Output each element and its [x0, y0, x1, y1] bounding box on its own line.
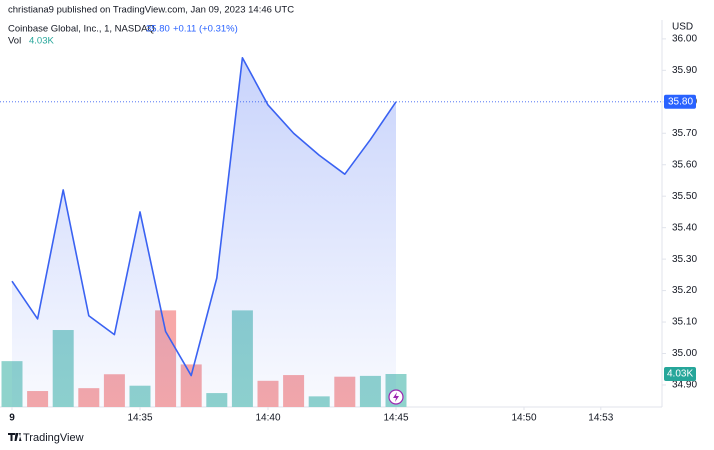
last-price: 35.80	[146, 24, 170, 35]
icon-bolt	[393, 392, 399, 402]
y-tick-label: 35.00	[672, 348, 697, 359]
footer-logo	[8, 433, 22, 441]
vol-label-box	[664, 366, 696, 381]
last-price-label: 35.80	[668, 96, 693, 107]
y-tick-label: 35.40	[672, 222, 697, 233]
currency: USD	[672, 22, 693, 33]
price-line	[11, 56, 397, 377]
x-tick-label: 14:50	[511, 413, 536, 424]
byline: christiana9 published on TradingView.com…	[8, 5, 294, 16]
x-tick-label: 14:35	[127, 413, 152, 424]
area-fill	[12, 57, 396, 407]
y-tick-label: 35.90	[672, 65, 697, 76]
symbol: Coinbase Global, Inc., 1, NASDAQ	[8, 24, 155, 35]
last-price-box	[664, 94, 696, 109]
footer-brand: TradingView	[23, 432, 84, 444]
change: +0.11 (+0.31%)	[173, 24, 238, 35]
vol-title: Vol	[8, 36, 21, 47]
x-tick-label: 9	[9, 413, 15, 424]
y-tick-label: 35.50	[672, 191, 697, 202]
y-tick-label: 35.60	[672, 159, 697, 170]
x-tick-label: 14:40	[255, 413, 280, 424]
y-tick-label: 35.30	[672, 254, 697, 265]
vol-value: 4.03K	[29, 36, 54, 47]
y-tick-label: 34.90	[672, 380, 697, 391]
y-tick-label: 36.00	[672, 34, 697, 45]
replay-icon	[388, 389, 404, 405]
plot: 34.90 35.00 35.10 35.20 35.30 35.40 35.50 35.60…	[0, 34, 697, 424]
vol-axis-label: 4.03K	[667, 369, 693, 380]
x-tick-label: 14:45	[383, 413, 408, 424]
y-tick-label: 35.20	[672, 285, 697, 296]
x-tick-label: 14:53	[588, 413, 613, 424]
y-tick-label: 35.70	[672, 128, 697, 139]
y-tick-label: 35.10	[672, 317, 697, 328]
